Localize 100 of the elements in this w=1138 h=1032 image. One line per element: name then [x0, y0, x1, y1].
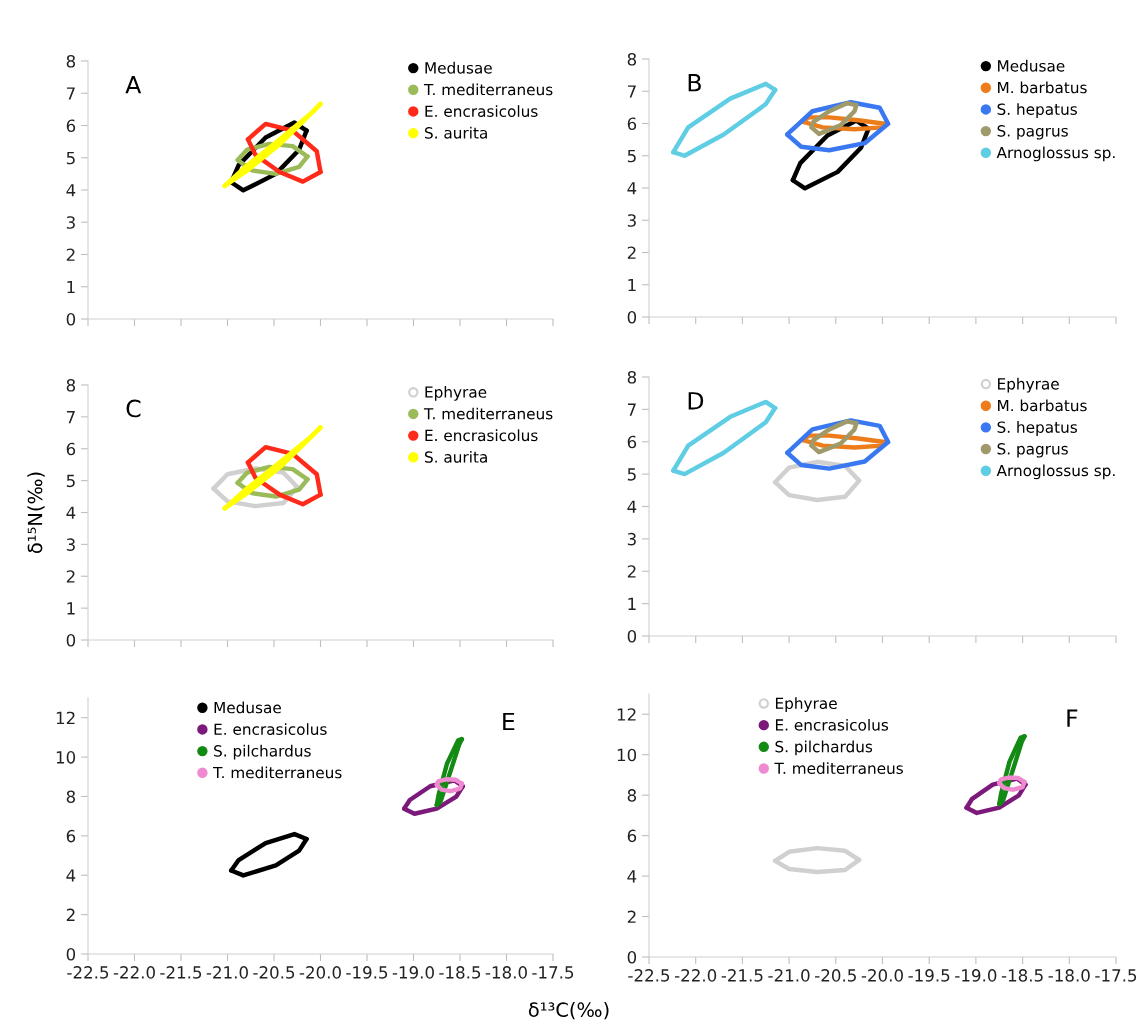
y-tick-label: 5	[627, 468, 636, 481]
y-tick-label: 12	[617, 708, 636, 721]
y-tick-label: 7	[66, 411, 75, 424]
legend-label: Medusae	[425, 61, 492, 74]
y-tick-label: 1	[67, 280, 75, 294]
legend-label: T. mediterraneus	[213, 766, 342, 779]
annotation: A	[125, 76, 142, 94]
legend-label: S. aurita	[424, 126, 487, 139]
x-tick-label: -18.5	[1001, 969, 1043, 982]
y-tick-label: 0	[627, 629, 637, 643]
legend-label: E. encrasicolus	[425, 105, 538, 117]
legend-label: S. pilchardus	[775, 740, 873, 756]
y-tick-label: 4	[627, 500, 637, 513]
legend-label: E. encrasicolus	[425, 429, 538, 442]
y-tick-label: 0	[66, 312, 76, 326]
legend-label: T. mediterraneus	[423, 407, 553, 420]
y-tick-label: 8	[66, 790, 76, 804]
legend-label: T. mediterraneus	[774, 762, 903, 775]
y-tick-label: 3	[66, 538, 75, 551]
x-axis-title: δ¹³C(‰)	[528, 1002, 609, 1020]
x-tick-label: -20.0	[299, 966, 341, 979]
annotation: E	[503, 712, 515, 731]
legend-label: S. hepatus	[997, 103, 1077, 118]
x-tick-label: -21.5	[721, 969, 763, 982]
x-tick-label: -21.0	[768, 969, 810, 982]
y-tick-label: 7	[627, 403, 636, 416]
x-tick-label: -22.0	[674, 969, 717, 982]
legend-label: Medusae	[214, 701, 281, 714]
x-tick-label: -21.5	[160, 966, 202, 979]
y-tick-label: 2	[66, 248, 75, 261]
y-tick-label: 3	[627, 214, 636, 227]
y-tick-label: 12	[56, 711, 75, 725]
y-tick-label: 7	[66, 87, 75, 100]
y-tick-label: 6	[66, 119, 76, 133]
x-tick-label: -18.0	[485, 966, 527, 979]
y-tick-label: 2	[66, 908, 75, 921]
y-tick-label: 2	[627, 910, 636, 923]
legend-label: S. aurita	[424, 450, 487, 463]
legend-label: Ephyrae	[425, 386, 487, 401]
x-tick-label: -17.5	[532, 966, 574, 979]
y-tick-label: 5	[66, 151, 75, 165]
x-tick-label: -17.5	[1095, 969, 1137, 982]
x-tick-label: -18.0	[1048, 969, 1090, 982]
y-tick-label: 7	[627, 85, 636, 98]
y-tick-label: 1	[67, 602, 75, 615]
y-tick-label: 0	[66, 947, 76, 961]
y-tick-label: 4	[66, 506, 76, 519]
annotation: B	[688, 74, 701, 92]
y-tick-label: 3	[627, 532, 636, 546]
legend-label: Ephyrae	[998, 377, 1059, 393]
y-tick-label: 0	[66, 633, 76, 647]
legend-label: E. encrasicolus	[775, 718, 889, 731]
x-tick-label: -20.5	[253, 966, 295, 979]
y-tick-label: 8	[66, 54, 76, 68]
legend-label: M. barbatus	[998, 399, 1087, 412]
x-tick-label: -19.0	[955, 969, 997, 982]
x-tick-label: -19.5	[908, 969, 950, 982]
legend-label: M. barbatus	[998, 81, 1087, 94]
legend-label: T. mediterraneus	[423, 83, 553, 96]
y-tick-label: 6	[66, 442, 76, 456]
x-tick-label: -21.0	[206, 966, 248, 979]
annotation: C	[126, 399, 141, 418]
y-tick-label: 2	[66, 570, 75, 583]
y-tick-label: 4	[627, 870, 637, 883]
y-tick-label: 3	[66, 216, 75, 229]
x-tick-label: -18.5	[439, 966, 481, 979]
y-tick-label: 0	[627, 310, 637, 324]
y-tick-label: 10	[617, 748, 637, 762]
y-tick-label: 6	[627, 829, 637, 843]
y-tick-label: 5	[627, 149, 636, 163]
legend-label: Arnoglossus sp.	[996, 464, 1115, 480]
y-tick-label: 6	[66, 829, 76, 843]
x-tick-label: -22.5	[67, 966, 109, 979]
x-tick-label: -22.0	[113, 966, 155, 979]
y-tick-label: 2	[627, 246, 636, 259]
y-tick-label: 1	[628, 278, 636, 292]
y-tick-label: 1	[628, 597, 636, 610]
x-tick-label: -22.5	[628, 969, 670, 982]
y-tick-label: 4	[627, 182, 637, 195]
legend-label: S. pagrus	[997, 443, 1068, 458]
legend-label: Ephyrae	[775, 697, 837, 713]
y-tick-label: 2	[627, 565, 636, 578]
x-tick-label: -20.0	[861, 969, 903, 982]
y-tick-label: 5	[66, 474, 75, 488]
legend-label: E. encrasicolus	[214, 723, 327, 735]
x-tick-label: -19.5	[346, 966, 388, 979]
legend-label: S. pilchardus	[214, 744, 311, 760]
y-tick-label: 8	[627, 52, 637, 66]
annotation: F	[1067, 709, 1078, 727]
y-tick-label: 0	[627, 950, 637, 964]
y-tick-label: 8	[66, 378, 76, 392]
legend-label: Arnoglossus sp.	[996, 146, 1115, 162]
y-tick-label: 6	[627, 117, 637, 131]
y-axis-title: δ¹⁵N(‰)	[27, 472, 45, 554]
y-tick-label: 8	[627, 370, 637, 384]
legend-label: S. pagrus	[997, 125, 1068, 140]
legend-label: S. hepatus	[997, 421, 1077, 436]
x-tick-label: -20.5	[815, 969, 856, 982]
y-tick-label: 8	[627, 789, 637, 802]
y-tick-label: 10	[56, 751, 76, 764]
